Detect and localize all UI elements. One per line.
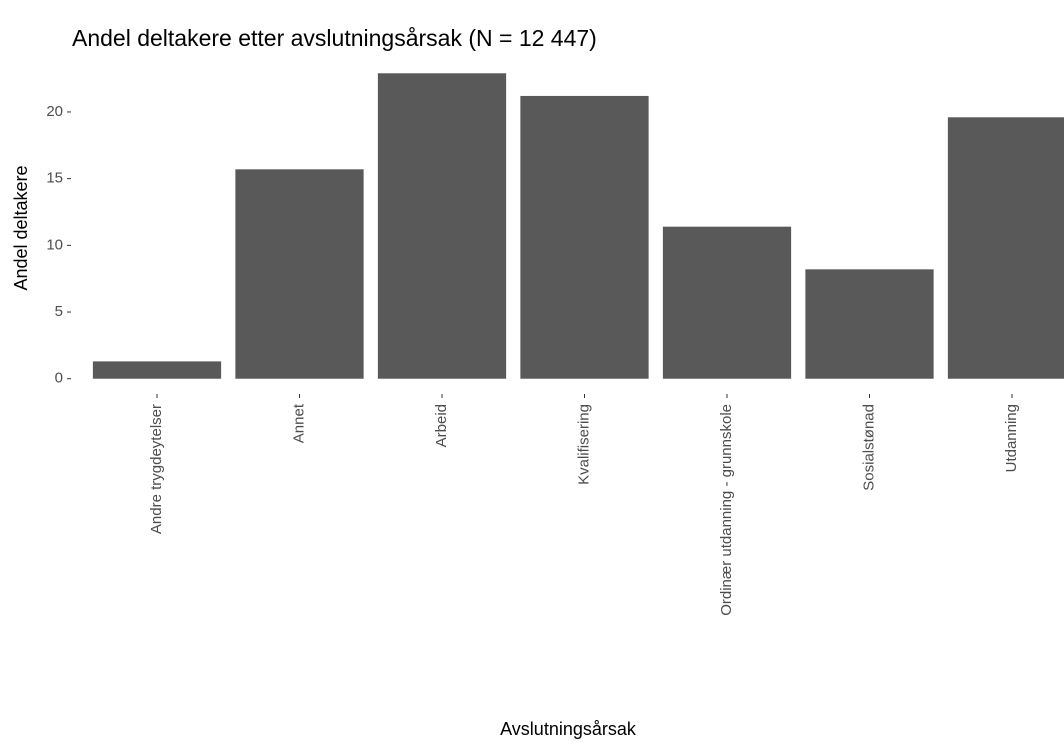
y-tick-label: 20	[46, 103, 63, 120]
y-tick-label: 0	[55, 370, 63, 387]
bar	[92, 361, 222, 379]
bar	[662, 226, 792, 379]
bar	[377, 73, 507, 379]
y-axis-title: Andel deltakere	[11, 165, 31, 290]
x-axis-title: Avslutningsårsak	[500, 719, 637, 739]
y-tick-label: 5	[55, 303, 63, 320]
x-tick-label: Annet	[290, 403, 307, 443]
bar	[235, 169, 364, 379]
x-tick-label: Andre trygdeytelser	[148, 404, 165, 534]
x-tick-label: Ordinær utdanning - grunnskole	[718, 404, 735, 616]
bar	[520, 95, 649, 379]
y-tick-label: 15	[46, 170, 63, 187]
chart-title: Andel deltakere etter avslutningsårsak (…	[72, 25, 597, 51]
x-tick-label: Kvalifisering	[575, 404, 592, 485]
bar	[947, 117, 1064, 379]
y-tick-label: 10	[46, 236, 63, 253]
x-tick-label: Arbeid	[433, 404, 450, 447]
x-tick-label: Utdanning	[1003, 404, 1020, 472]
x-tick-label: Sosialstønad	[860, 404, 877, 491]
bar	[805, 269, 934, 379]
